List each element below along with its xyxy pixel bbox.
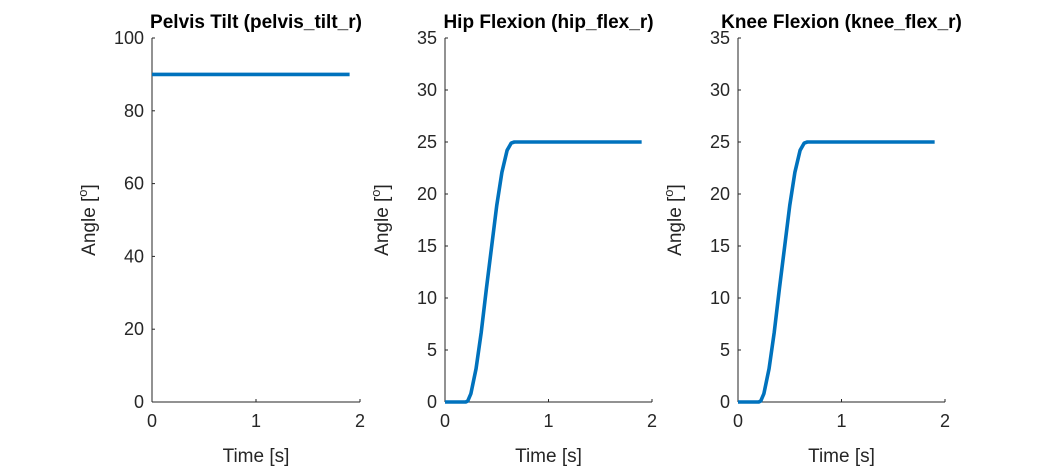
y-axis-label: Angle [o]	[661, 184, 686, 256]
series-line	[445, 140, 642, 404]
y-axis-label-close: ]	[372, 184, 393, 189]
y-tick-label: 5	[720, 340, 730, 360]
y-tick-label: 0	[134, 392, 144, 412]
y-tick-label: 35	[417, 28, 437, 48]
y-axis-label-close: ]	[665, 184, 686, 189]
y-tick-label: 10	[417, 288, 437, 308]
y-tick-label: 30	[417, 80, 437, 100]
subplot-1: Pelvis Tilt (pelvis_tilt_r) 0 20 40 60 80 100 0…	[75, 12, 365, 467]
y-tick-label: 25	[417, 132, 437, 152]
y-axis-label-text: Angle [	[372, 196, 393, 256]
y-tick-label: 20	[124, 319, 144, 339]
x-tick-label: 2	[940, 411, 950, 431]
y-tick-label: 15	[417, 236, 437, 256]
y-tick-label: 35	[710, 28, 730, 48]
y-axis-label-text: Angle [	[79, 196, 100, 256]
y-tick-label: 10	[710, 288, 730, 308]
x-tick-label: 1	[251, 411, 261, 431]
y-tick-label: 0	[720, 392, 730, 412]
x-tick-label: 2	[355, 411, 365, 431]
y-axis-label-close: ]	[79, 184, 100, 189]
subplot-3: Knee Flexion (knee_flex_r)05101520253035…	[661, 12, 962, 467]
y-tick-label: 5	[427, 340, 437, 360]
x-tick-label: 0	[733, 411, 743, 431]
x-tick-label: 0	[147, 411, 157, 431]
y-tick-label: 20	[417, 184, 437, 204]
x-axis-label: Time [s]	[515, 446, 582, 467]
y-axis-label-text: Angle [	[665, 196, 686, 256]
x-axis-label: Time [s]	[808, 446, 875, 467]
chart-title: Knee Flexion (knee_flex_r)	[721, 12, 962, 33]
x-axis-label: Time [s]	[223, 446, 290, 467]
y-axis-label: Angle [o]	[75, 184, 100, 256]
series-line	[738, 140, 935, 404]
x-tick-label: 1	[836, 411, 846, 431]
y-tick-label: 20	[710, 184, 730, 204]
degree-superscript: o	[661, 189, 676, 196]
y-tick-label: 0	[427, 392, 437, 412]
y-axis-label: Angle [o]	[368, 184, 393, 256]
y-tick-label: 100	[114, 28, 144, 48]
y-tick-label: 40	[124, 246, 144, 266]
y-tick-label: 15	[710, 236, 730, 256]
subplot-2: Hip Flexion (hip_flex_r) 0 5 10 15 20 25 30 35 0 1…	[368, 12, 657, 467]
chart-title: Pelvis Tilt (pelvis_tilt_r)	[150, 12, 362, 33]
y-tick-label: 60	[124, 174, 144, 194]
degree-superscript: o	[75, 189, 90, 196]
y-tick-label: 30	[710, 80, 730, 100]
chart-title: Hip Flexion (hip_flex_r)	[443, 12, 653, 33]
y-tick-label: 80	[124, 101, 144, 121]
degree-superscript: o	[368, 189, 383, 196]
x-tick-label: 1	[543, 411, 553, 431]
x-tick-label: 0	[440, 411, 450, 431]
x-tick-label: 2	[647, 411, 657, 431]
y-tick-label: 25	[710, 132, 730, 152]
